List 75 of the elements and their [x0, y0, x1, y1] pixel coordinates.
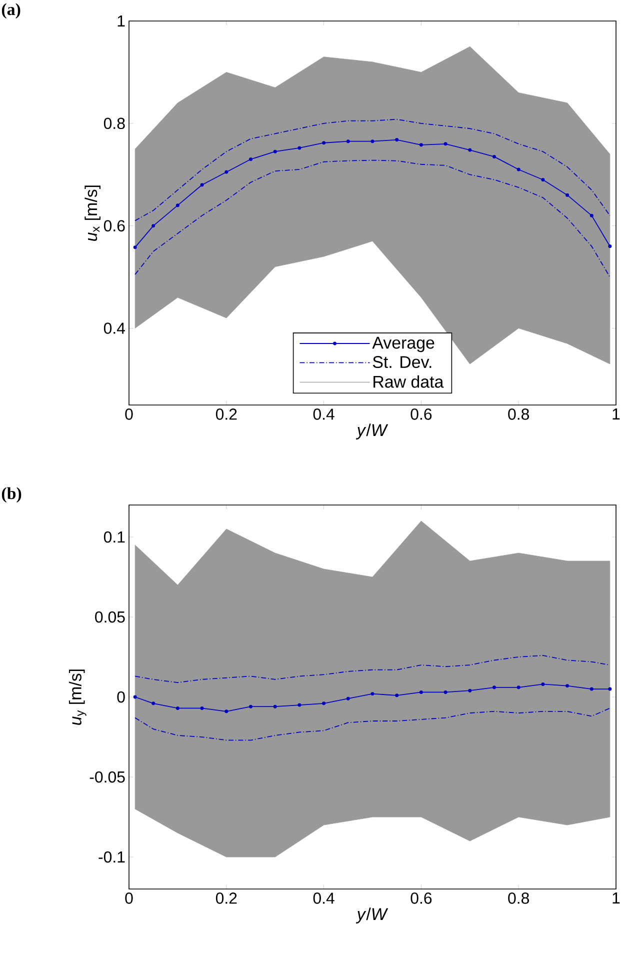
point — [566, 684, 570, 688]
y-tick-label: 0.05 — [95, 611, 125, 623]
point — [395, 694, 399, 698]
x-tick-label: 0.4 — [313, 892, 334, 904]
point — [444, 690, 448, 694]
point — [200, 183, 204, 187]
point — [224, 170, 228, 174]
y-tick-label: 1 — [118, 16, 125, 26]
point — [249, 704, 252, 708]
y-axis-title: u$_{y}$ [m/s] — [68, 670, 86, 725]
point — [249, 158, 252, 161]
y-tick-label: 0.1 — [104, 531, 125, 543]
legend-label: St. Dev. — [372, 356, 432, 368]
x-tick-label: 1 — [612, 408, 620, 420]
x-axis-title: y/W — [356, 908, 388, 924]
point — [273, 704, 277, 708]
x-tick-label: 0.2 — [216, 408, 237, 420]
x-tick-label: 0.6 — [410, 408, 432, 420]
point — [468, 688, 472, 692]
point — [298, 703, 302, 707]
x-tick-label: 0 — [125, 892, 133, 904]
point — [541, 682, 545, 686]
point — [346, 696, 350, 700]
point — [176, 204, 180, 208]
x-axis-title: y/W — [356, 424, 388, 440]
point — [133, 246, 137, 250]
point — [346, 140, 350, 144]
chart-title: (a) — [2, 3, 20, 19]
point — [176, 706, 180, 710]
line-series — [134, 160, 610, 278]
point — [516, 168, 520, 172]
line-series — [134, 708, 610, 741]
x-tick-label: 1 — [612, 892, 620, 904]
x-tick-label: 0.8 — [508, 408, 529, 420]
point — [468, 148, 472, 152]
point — [444, 142, 448, 146]
y-tick-label: 0.4 — [104, 322, 126, 334]
y-tick-label: -0.1 — [98, 851, 125, 863]
point — [152, 224, 156, 228]
legend-label: Average — [372, 336, 434, 352]
point — [152, 702, 156, 706]
point — [590, 214, 594, 218]
x-tick-label: 0 — [125, 408, 133, 420]
point — [322, 702, 326, 706]
point — [541, 178, 545, 182]
point — [516, 686, 520, 690]
y-tick-label: -0.05 — [90, 771, 125, 783]
point — [566, 193, 570, 197]
x-tick-label: 0.6 — [410, 892, 432, 904]
point — [370, 692, 374, 696]
point — [608, 687, 612, 691]
point — [133, 695, 137, 699]
point — [590, 687, 594, 691]
point — [608, 244, 612, 248]
point — [395, 138, 399, 142]
point — [298, 146, 302, 150]
chart-title: (b) — [2, 487, 22, 503]
point — [419, 690, 423, 694]
y-tick-label: 0.8 — [104, 118, 125, 130]
point — [419, 143, 423, 147]
x-tick-label: 0.4 — [313, 408, 334, 420]
y-tick-label: 0 — [117, 691, 125, 703]
y-axis-title: u$_{x}$ [m/s] — [84, 186, 100, 241]
line-series — [134, 118, 610, 222]
point — [492, 154, 496, 158]
y-tick-label: 0.6 — [104, 220, 125, 232]
legend-label: Raw data — [374, 375, 444, 388]
point — [322, 141, 326, 145]
point — [200, 706, 204, 710]
point — [224, 710, 228, 714]
x-tick-label: 0.2 — [216, 892, 237, 904]
point — [492, 686, 496, 690]
point — [273, 150, 277, 154]
point — [370, 140, 374, 144]
x-tick-label: 0.8 — [508, 892, 529, 904]
